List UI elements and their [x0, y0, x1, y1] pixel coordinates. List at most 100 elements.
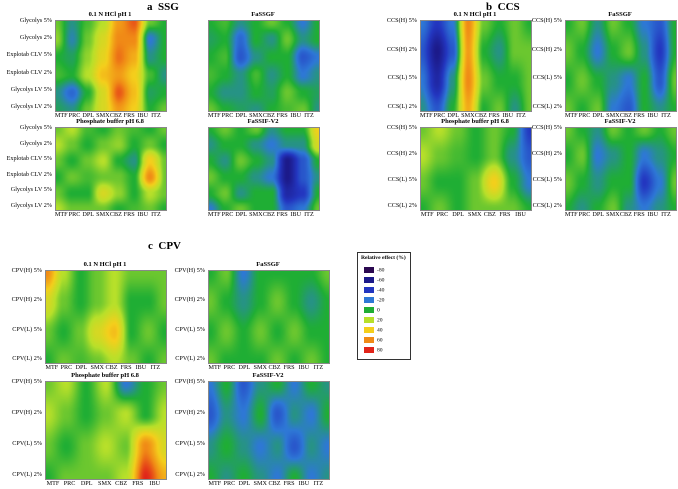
x-tick-label: ITZ [151, 112, 161, 119]
x-tick-label: SMX [461, 112, 475, 119]
y-tick-label: Explotab CLV 5% [6, 51, 52, 59]
y-tick-label: CPV(H) 5% [11, 267, 42, 274]
legend-item: 80 [364, 347, 383, 353]
y-tick-label: Glycolys 2% [19, 34, 52, 42]
y-tick-label: CPV(H) 2% [11, 409, 42, 416]
y-tick-label: Glycolys LV 2% [10, 103, 52, 110]
heatmap-canvas [420, 20, 532, 112]
x-tick-label: DPL [82, 211, 95, 218]
y-tick-label: CPV(H) 5% [11, 378, 42, 385]
panel-title: FaSSGF [251, 11, 275, 18]
y-tick-label: Glycolys LV 5% [10, 186, 52, 194]
y-tick-label: Glycolys 5% [19, 124, 52, 131]
x-tick-label: PRC [436, 211, 449, 218]
x-tick-label: ITZ [304, 211, 314, 218]
x-tick-label: ITZ [313, 480, 324, 487]
section-title-b: b CCS [486, 1, 520, 13]
x-tick-label: MTF [46, 480, 60, 487]
y-tick-label: CCS(L) 5% [387, 74, 417, 82]
y-tick-label: CPV(H) 5% [174, 267, 205, 274]
x-tick-label: IBU [647, 112, 659, 119]
section-title-a: a SSG [147, 1, 179, 13]
x-tick-label: MTF [208, 480, 222, 487]
y-tick-label: CCS(L) 2% [387, 202, 417, 209]
legend-item: 20 [364, 317, 383, 323]
x-tick-label: FRS [120, 364, 132, 371]
section-title-c: c CPV [148, 240, 181, 252]
y-tick-label: CCS(H) 5% [386, 124, 417, 131]
panel-title: FaSSIF-V2 [247, 118, 279, 125]
x-tick-label: IBU [135, 364, 147, 371]
y-tick-label: CPV(H) 2% [174, 296, 205, 304]
x-tick-label: FRS [123, 211, 135, 218]
legend-swatch [364, 327, 374, 333]
y-tick-label: CCS(L) 2% [532, 202, 562, 209]
x-tick-label: MTF [54, 112, 68, 119]
x-tick-label: FRS [499, 211, 511, 218]
y-tick-label: CPV(H) 2% [11, 296, 42, 304]
heatmap-canvas [420, 127, 532, 211]
y-tick-label: CCS(H) 5% [386, 17, 417, 24]
x-tick-label: ITZ [150, 364, 161, 371]
legend-swatch [364, 307, 374, 313]
x-tick-label: IBU [137, 112, 149, 119]
panel-title: Phosphate buffer pH 6.8 [76, 118, 144, 125]
panel-title: 0.1 N HCl pH 1 [83, 261, 127, 268]
x-tick-label: MTF [564, 211, 578, 218]
x-tick-label: FRS [132, 480, 144, 487]
legend-item: 40 [364, 327, 383, 333]
x-tick-label: IBU [290, 211, 302, 218]
x-tick-label: IBU [298, 480, 310, 487]
panel-title: FaSSIF-V2 [604, 118, 636, 125]
x-tick-label: SMX [96, 112, 110, 119]
y-tick-label: CPV(L) 2% [175, 471, 205, 478]
x-tick-label: FRS [276, 211, 288, 218]
y-tick-label: CPV(L) 5% [12, 440, 42, 447]
x-tick-label: DPL [75, 364, 88, 371]
x-tick-label: MTF [207, 112, 221, 119]
legend-label: 0 [377, 307, 380, 314]
panel-title: 0.1 N HCl pH 1 [88, 11, 132, 18]
x-tick-label: MTF [208, 364, 222, 371]
y-tick-label: CCS(L) 5% [532, 176, 562, 183]
legend-item: -20 [364, 297, 384, 303]
x-tick-label: PRC [60, 364, 73, 371]
y-tick-label: CPV(L) 2% [12, 355, 42, 362]
x-tick-label: FRS [283, 364, 295, 371]
legend-label: -60 [377, 277, 385, 284]
x-tick-label: CBZ [268, 480, 281, 487]
panel-title: Phosphate buffer pH 6.8 [71, 372, 139, 379]
x-tick-label: SMX [468, 211, 482, 218]
x-tick-label: IBU [137, 211, 149, 218]
heatmap-canvas [565, 20, 677, 112]
x-tick-label: CBZ [109, 112, 122, 119]
x-tick-label: DPL [238, 364, 251, 371]
x-tick-label: CBZ [619, 211, 632, 218]
x-tick-label: FRS [276, 112, 288, 119]
x-tick-label: IBU [502, 112, 514, 119]
heatmap-canvas [45, 270, 167, 364]
y-tick-label: Glycolys LV 5% [10, 85, 52, 93]
x-tick-label: PRC [63, 480, 76, 487]
x-tick-label: FRS [123, 112, 135, 119]
x-tick-label: IBU [515, 211, 526, 218]
x-tick-label: DPL [82, 112, 95, 119]
x-tick-label: SMX [253, 364, 267, 371]
heatmap-canvas [565, 127, 677, 211]
y-tick-label: CCS(H) 2% [386, 150, 417, 157]
x-tick-label: SMX [253, 480, 267, 487]
y-tick-label: CCS(L) 5% [532, 74, 562, 82]
panel-title: FaSSGF [608, 11, 632, 18]
x-tick-label: MTF [45, 364, 59, 371]
heatmap-canvas [208, 127, 320, 211]
y-tick-label: CPV(L) 5% [175, 325, 205, 333]
x-tick-label: MTF [207, 211, 221, 218]
x-tick-label: FRS [283, 480, 295, 487]
legend-label: -80 [377, 267, 385, 274]
x-tick-label: PRC [223, 480, 236, 487]
y-tick-label: CPV(H) 2% [174, 409, 205, 416]
x-tick-label: IBU [290, 112, 302, 119]
x-tick-label: IBU [149, 480, 161, 487]
x-tick-label: CBZ [619, 112, 632, 119]
y-tick-label: CCS(L) 2% [532, 103, 562, 110]
